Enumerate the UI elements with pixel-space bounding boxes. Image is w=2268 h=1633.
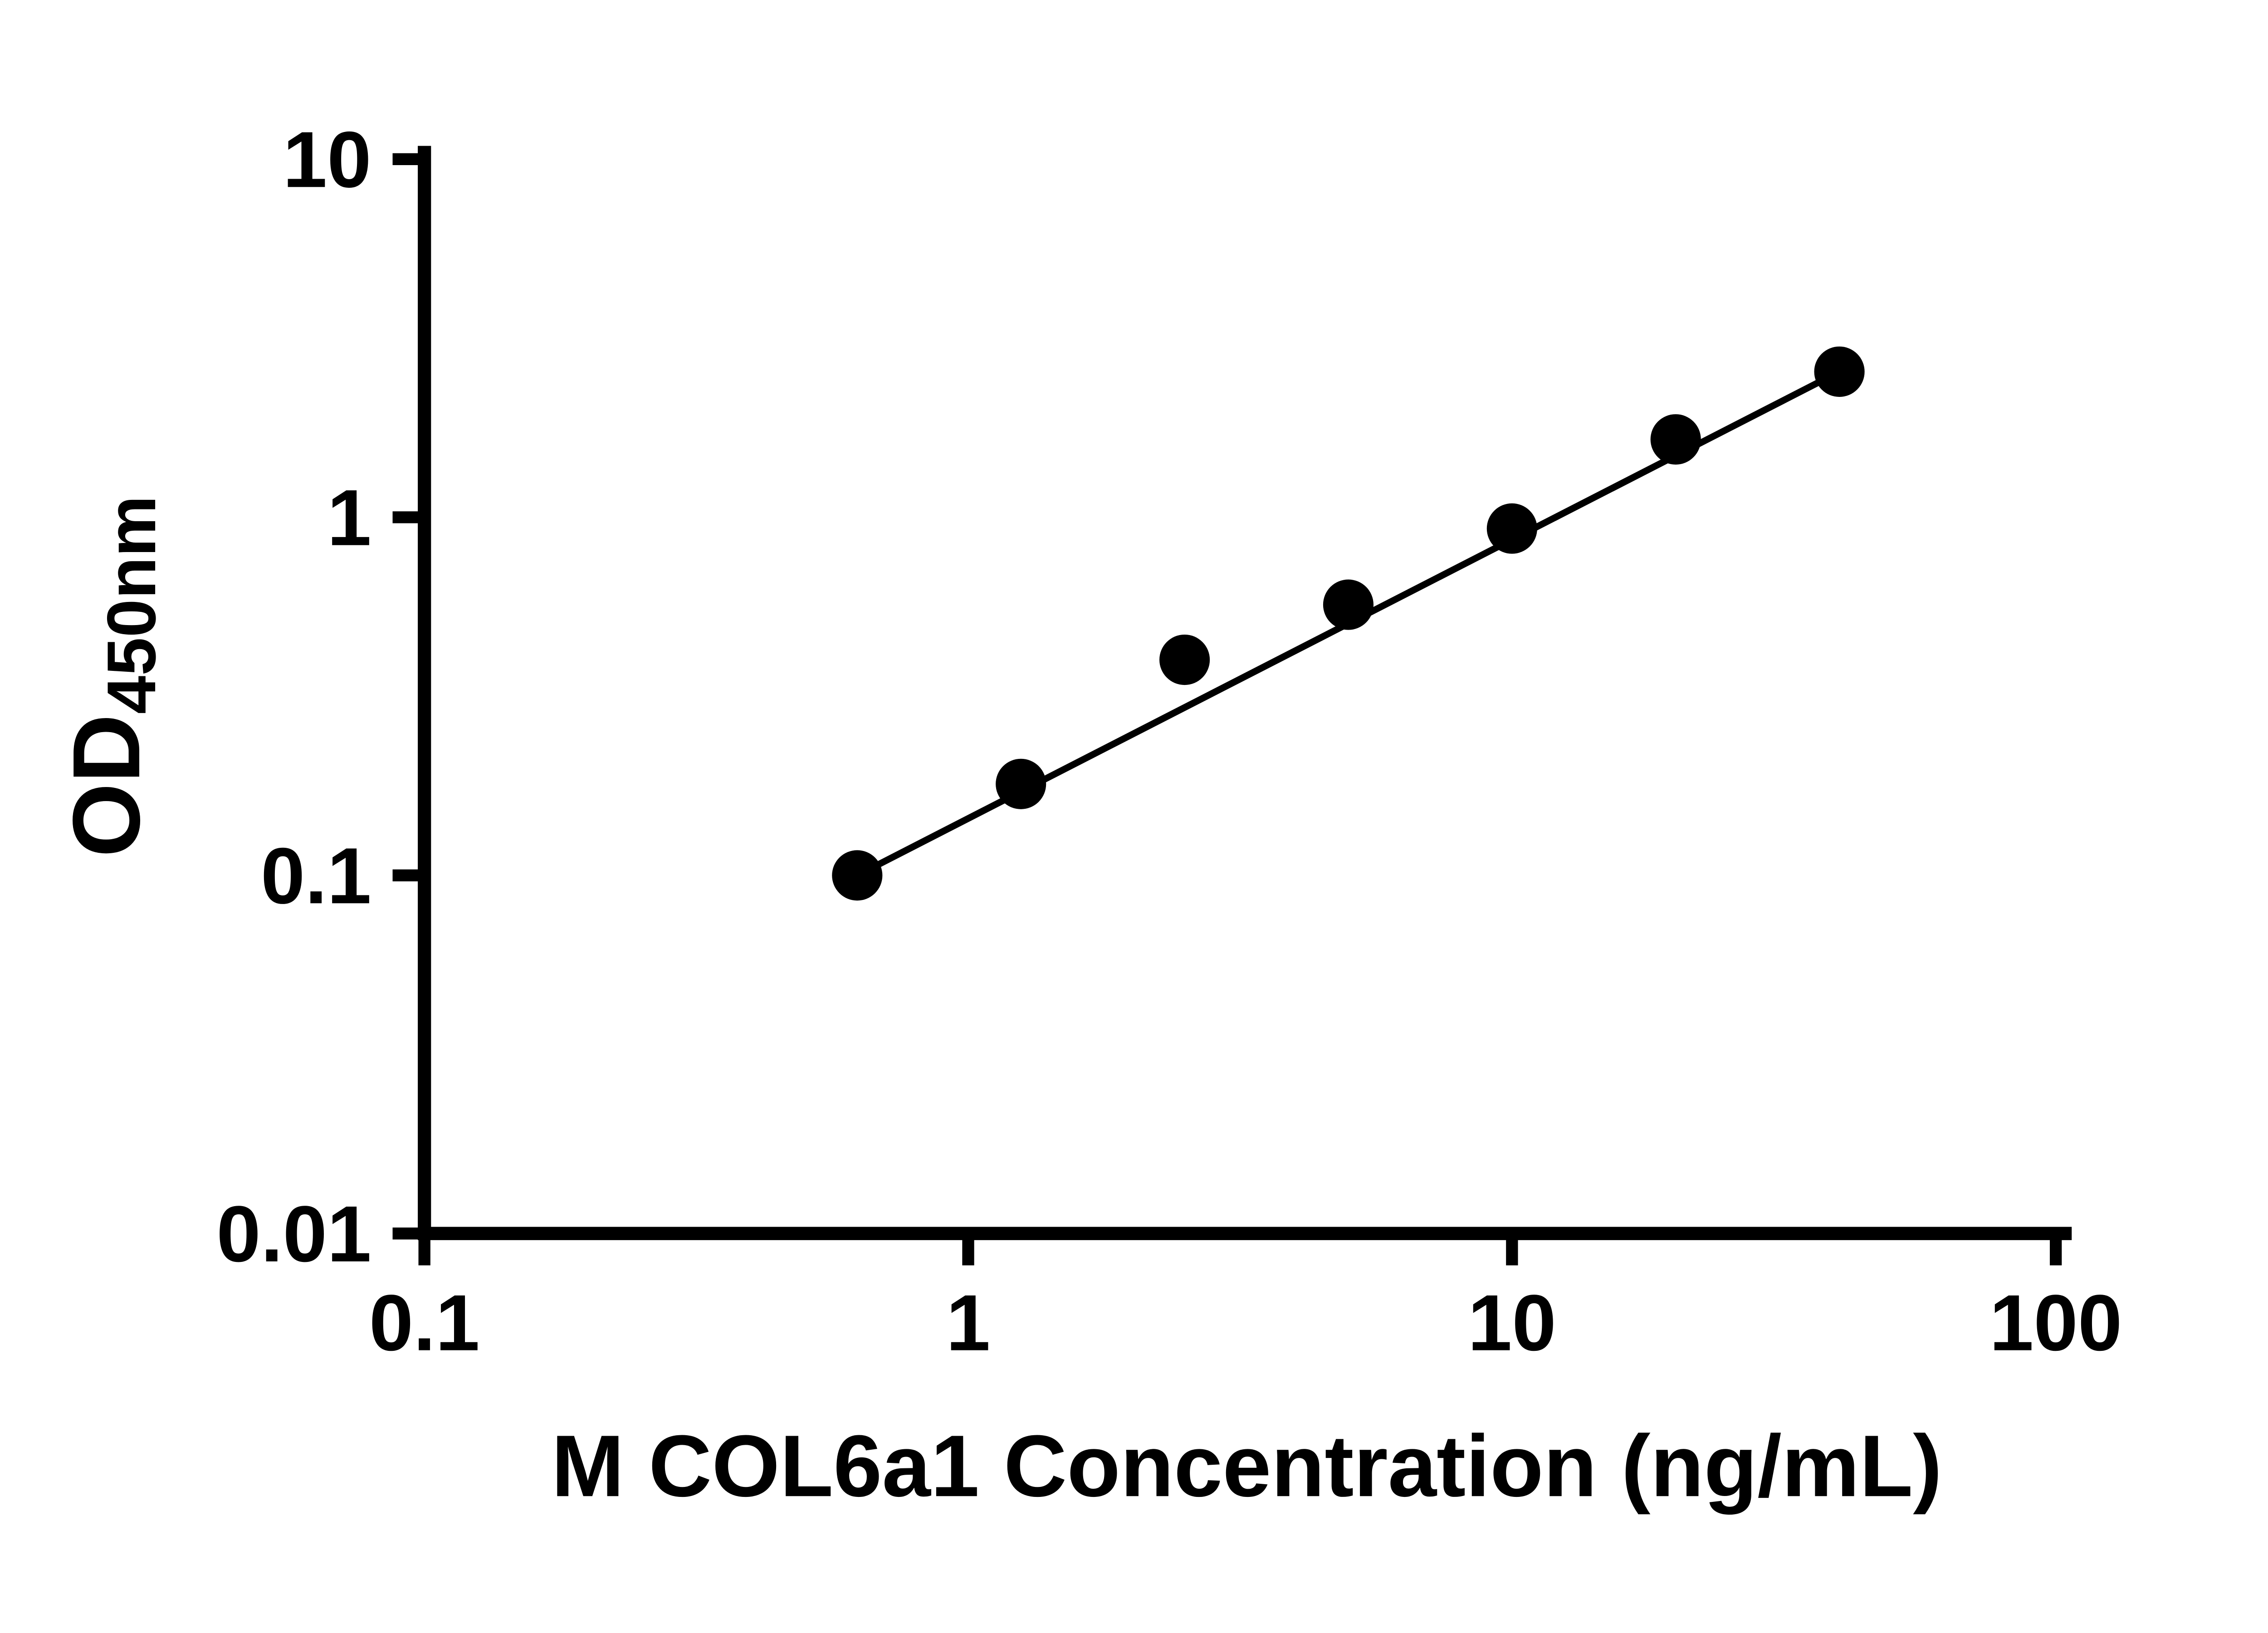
y-tick-label: 10 <box>283 115 371 204</box>
y-tick-label: 0.1 <box>261 831 371 920</box>
axes <box>418 146 2072 1240</box>
x-tick-label: 10 <box>1468 1279 1556 1368</box>
page: 0.1 1 10 100 0.01 0.1 1 10 M COL6a1 Concentrati… <box>53 115 2122 1515</box>
y-tick-label: 0.01 <box>216 1190 371 1279</box>
data-point <box>1323 579 1374 630</box>
x-tick-label: 1 <box>946 1279 991 1368</box>
y-axis-title: OD450nm <box>53 495 170 857</box>
x-tick-label: 0.1 <box>369 1279 480 1368</box>
x-tick-label: 100 <box>1989 1279 2122 1368</box>
y-tick-label: 1 <box>327 474 371 562</box>
data-point <box>1650 414 1701 465</box>
x-axis-title: M COL6a1 Concentration (ng/mL) <box>551 1417 1942 1515</box>
data-point <box>1159 634 1210 685</box>
data-point <box>996 758 1046 809</box>
data-point <box>1814 346 1865 397</box>
standard-curve-chart: 0.1 1 10 100 0.01 0.1 1 10 M COL6a1 Concentrati… <box>53 115 2122 1515</box>
axis-ticks <box>392 153 2062 1266</box>
data-point <box>1486 503 1537 554</box>
plot-area <box>832 346 1865 901</box>
axis-frame <box>418 146 2072 1240</box>
data-point <box>832 850 883 901</box>
